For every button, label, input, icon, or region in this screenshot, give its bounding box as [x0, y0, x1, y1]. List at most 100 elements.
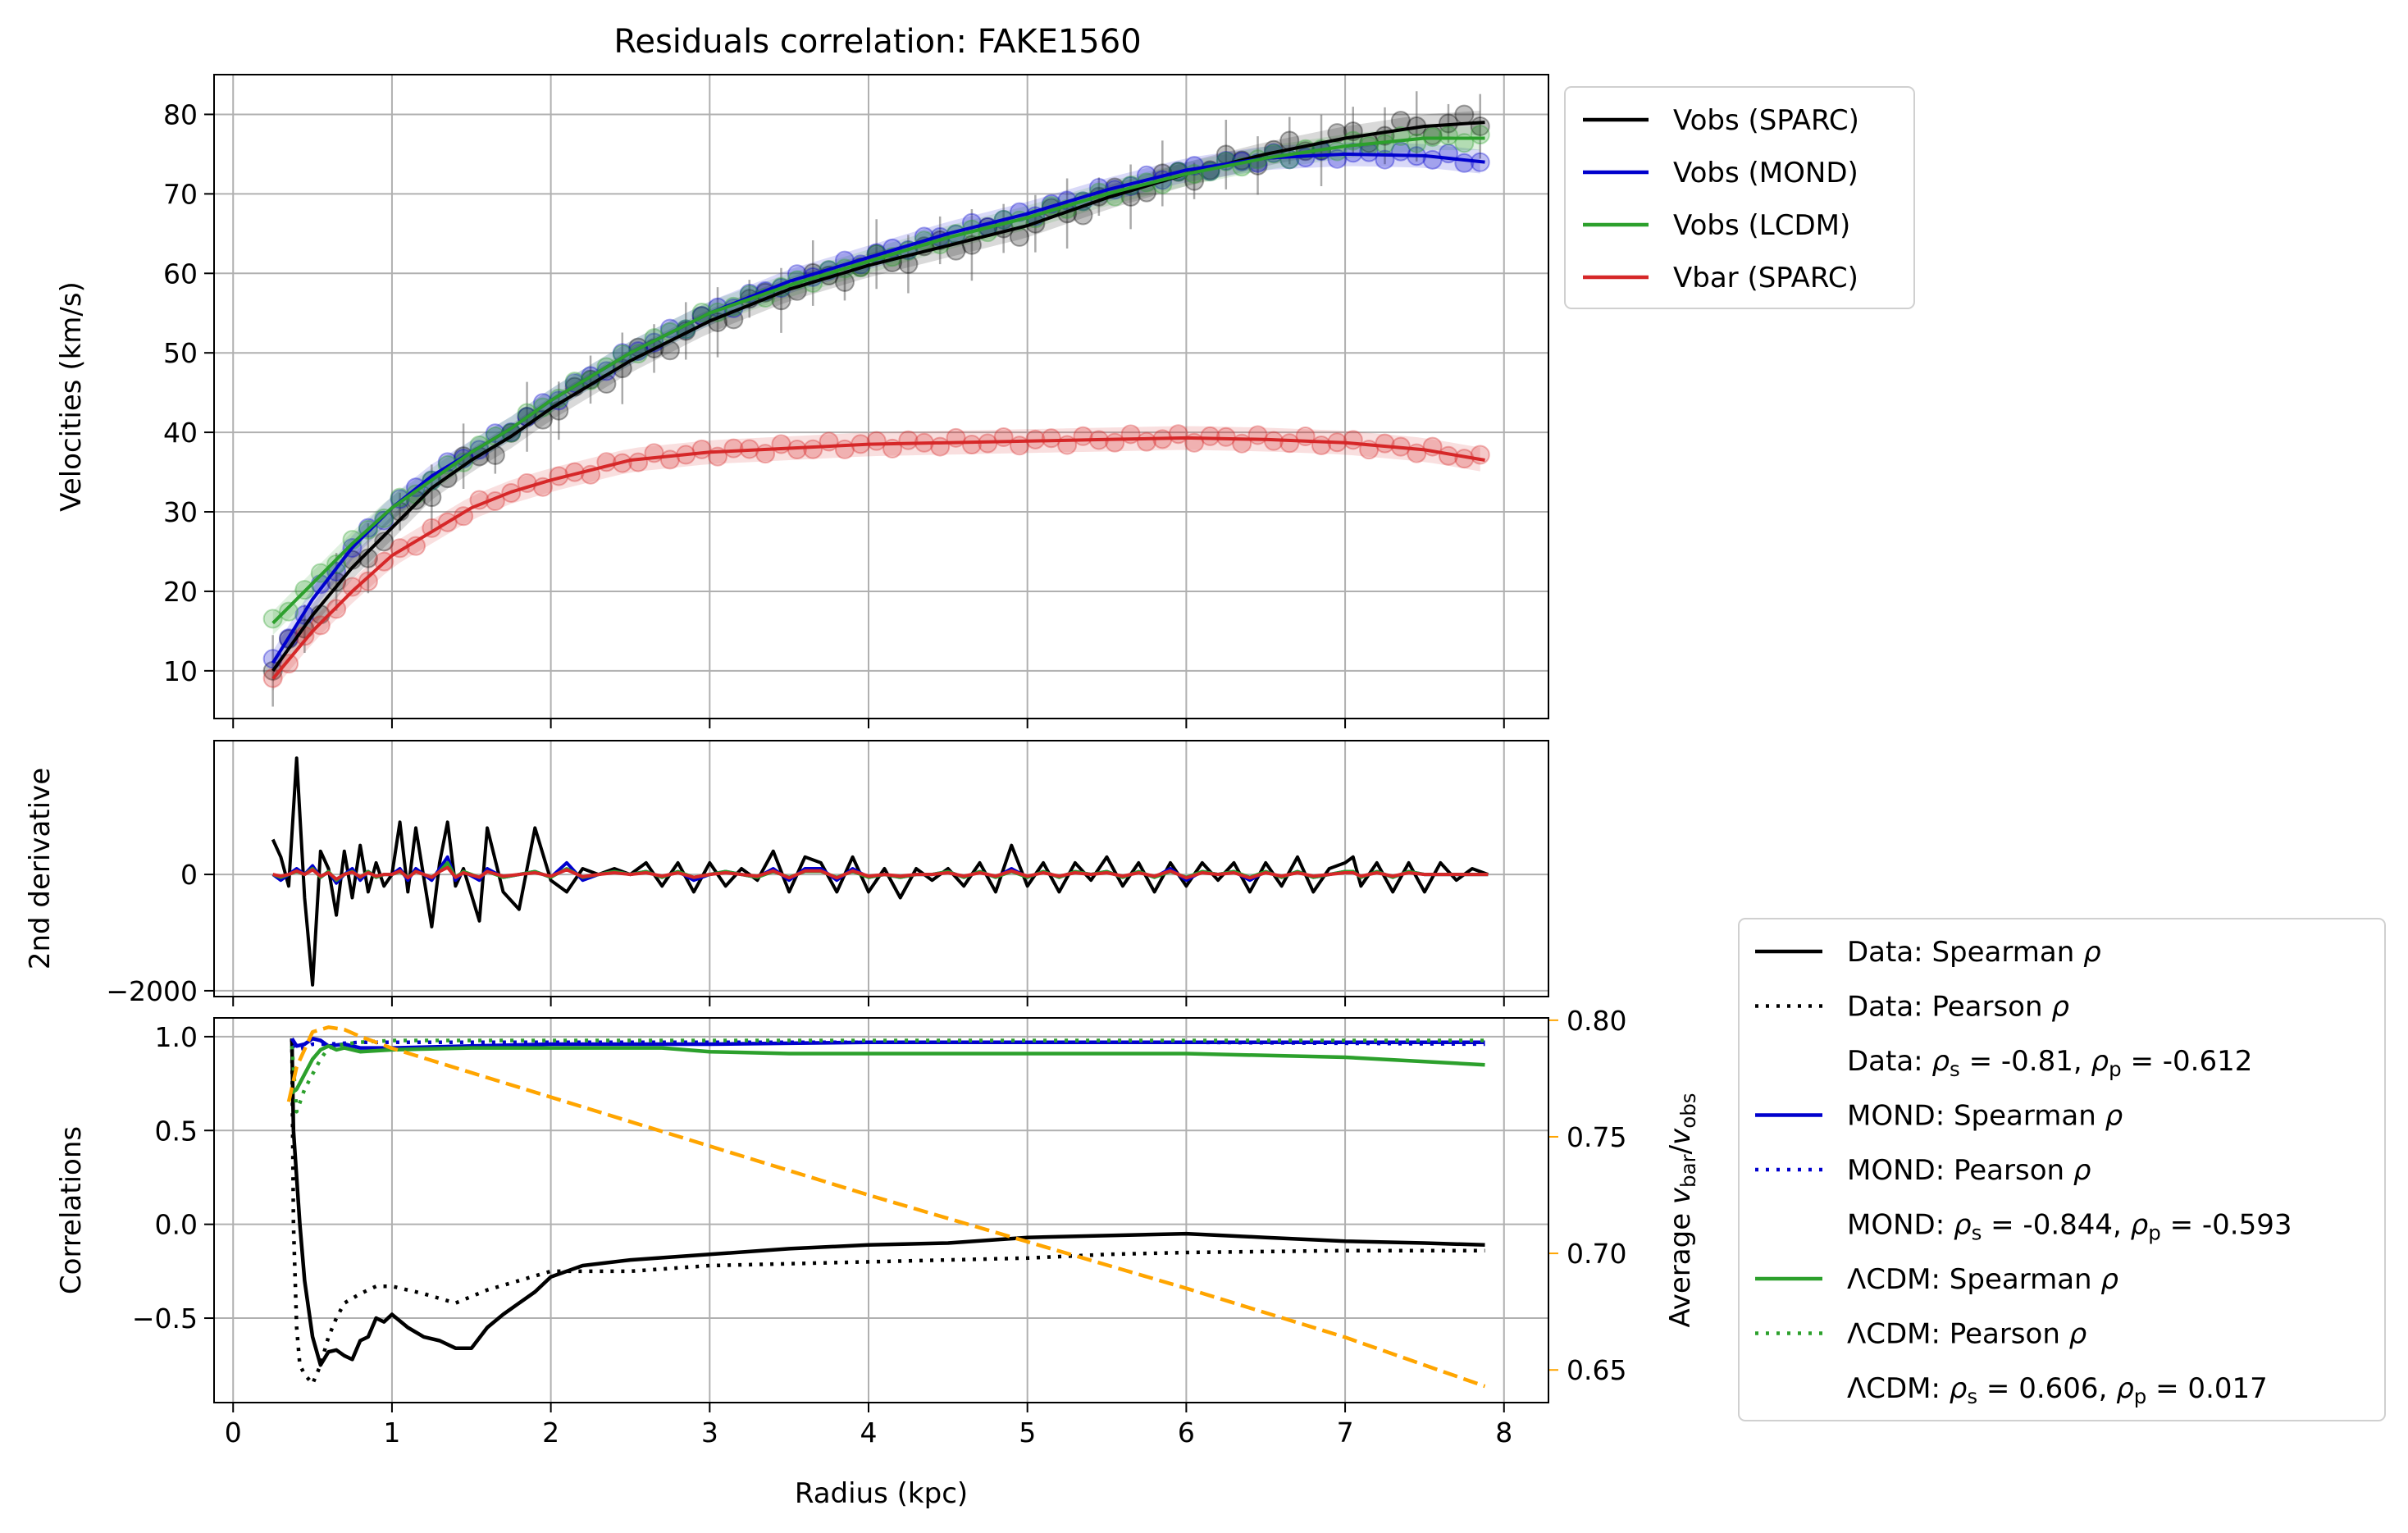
rho-symbol: ρ: [2100, 1263, 2118, 1296]
x-tick-label: 4: [860, 1417, 878, 1449]
y-tick-label: 80: [163, 98, 198, 130]
series-line-3: [271, 436, 1485, 680]
text-part: ρ: [1954, 1209, 1972, 1242]
y-tick-label: 50: [163, 337, 198, 369]
text-part: ρ: [1931, 1045, 1950, 1078]
text-part: bar: [1676, 1153, 1700, 1188]
rho-symbol: ρ: [2073, 1154, 2091, 1187]
panel-correlations: 1.0 0.5 0.0 −0.5 0 1 2 3 4 5 6 7 8 Correlations 0.80 0.…: [55, 1005, 1700, 1510]
text-part: /: [1664, 1144, 1697, 1154]
marker-3: [898, 430, 919, 450]
x-tick-label: 5: [1019, 1417, 1036, 1449]
x-tick-label: 3: [701, 1417, 718, 1449]
y-tick-label: 1.0: [155, 1021, 198, 1053]
legend-label: ΛCDM: Pearson ρ: [1847, 1318, 2087, 1351]
y-axis-label: Correlations: [55, 1126, 88, 1294]
y-tick-label: 20: [163, 576, 198, 608]
legend-label: Vobs (LCDM): [1673, 209, 1850, 242]
y-tick-label: −2000: [106, 975, 198, 1007]
marker-3: [1200, 426, 1220, 446]
y2-tick-label: 0.70: [1567, 1238, 1626, 1270]
marker-2: [279, 601, 299, 622]
plot-area: [286, 1025, 1486, 1389]
text-part: = -0.612: [2122, 1045, 2253, 1078]
series-line-3: [272, 865, 1489, 881]
y2-axis-label: Average vbar/vobs: [1664, 1093, 1700, 1327]
legend-label: Data: Spearman ρ: [1847, 936, 2101, 969]
text-part: v: [1664, 1187, 1697, 1204]
marker-0: [1454, 104, 1475, 125]
series-line-2: [271, 136, 1485, 625]
plot-area: [262, 91, 1490, 707]
band-2: [272, 126, 1480, 636]
marker-3: [930, 436, 951, 457]
marker-3: [1470, 445, 1490, 465]
marker-2: [262, 609, 283, 629]
legend-label: MOND: Spearman ρ: [1847, 1100, 2123, 1133]
marker-3: [1136, 431, 1156, 452]
legend-label: Vobs (MOND): [1673, 157, 1858, 189]
figure-title: Residuals correlation: FAKE1560: [613, 23, 1141, 61]
text-part: v: [1664, 1128, 1697, 1145]
y-tick-label: 0: [180, 859, 198, 891]
band-0: [272, 111, 1480, 683]
y-tick-label: 0.5: [155, 1115, 198, 1147]
marker-0: [422, 487, 442, 508]
text-part: = -0.844,: [1982, 1209, 2130, 1242]
text-part: = -0.81,: [1960, 1045, 2091, 1078]
y-tick-label: 0.0: [155, 1209, 198, 1241]
marker-3: [1041, 428, 1061, 449]
text-part: p: [2148, 1221, 2161, 1245]
text-part: ρ: [2131, 1209, 2149, 1242]
series-line-0: [271, 121, 1485, 673]
text-part: = -0.593: [2161, 1209, 2292, 1242]
text-part: ρ: [2091, 1045, 2109, 1078]
series-line-3: [290, 1040, 1485, 1052]
text-part: Data:: [1847, 1045, 1931, 1078]
legend-label: Data: Pearson ρ: [1847, 991, 2069, 1024]
marker-2: [310, 563, 331, 583]
series-line-5: [290, 1038, 1485, 1114]
legend-frame: [1564, 86, 1915, 309]
text-part: ρ: [2116, 1372, 2134, 1405]
text-part: s: [1950, 1057, 1960, 1081]
text-part: obs: [1676, 1093, 1700, 1128]
text-part: s: [1972, 1221, 1982, 1245]
marker-3: [628, 452, 649, 472]
text-part: p: [2134, 1385, 2147, 1408]
rho-symbol: ρ: [2105, 1100, 2123, 1133]
axes-frame: [213, 1017, 1549, 1403]
x-tick-label: 0: [225, 1417, 242, 1449]
x-tick-label: 1: [383, 1417, 400, 1449]
marker-3: [342, 577, 363, 597]
marker-3: [755, 444, 776, 464]
y2-tick-label: 0.80: [1567, 1005, 1626, 1037]
y-tick-label: 60: [163, 258, 198, 290]
text-part: = 0.017: [2146, 1372, 2267, 1405]
series-line-0: [290, 1038, 1485, 1367]
x-tick-label: 6: [1178, 1417, 1195, 1449]
marker-2: [517, 403, 537, 423]
legend-label: MOND: Pearson ρ: [1847, 1154, 2091, 1187]
rho-symbol: ρ: [2083, 936, 2101, 969]
axes-frame: [213, 74, 1549, 719]
y-axis-label: 2nd derivative: [24, 768, 57, 970]
marker-3: [358, 571, 378, 591]
x-axis-label: Radius (kpc): [795, 1477, 968, 1510]
legend-label: Vbar (SPARC): [1673, 262, 1858, 294]
series-line-1: [271, 152, 1485, 664]
series-line-1: [290, 1038, 1485, 1386]
marker-3: [1073, 426, 1093, 446]
x-tick-label: 2: [542, 1417, 559, 1449]
panel-second-derivative: 0 −2000 2nd derivative: [24, 740, 1549, 1007]
marker-3: [1311, 435, 1332, 455]
legend-frame: [1738, 918, 2386, 1421]
text-part: = 0.606,: [1977, 1372, 2116, 1405]
rho-symbol: ρ: [2069, 1318, 2087, 1351]
plot-area: [271, 756, 1489, 987]
legend-label: ΛCDM: Spearman ρ: [1847, 1263, 2118, 1296]
ratio-line: [286, 1025, 1486, 1389]
marker-0: [374, 532, 394, 552]
